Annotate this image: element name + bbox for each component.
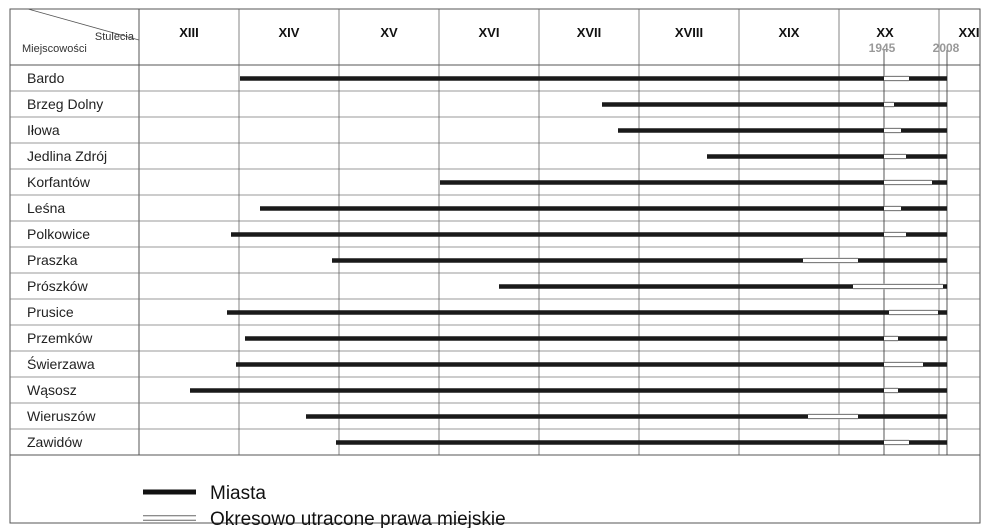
lost-rights-gap [884, 75, 909, 82]
city-label: Brzeg Dolny [27, 96, 103, 112]
lost-rights-gap [884, 387, 898, 394]
city-row: Bardo [27, 70, 947, 86]
century-label: XVII [577, 25, 602, 40]
marker-label-2008: 2008 [933, 41, 960, 55]
corner-label-localities: Miejscowości [22, 43, 87, 55]
city-row: Zawidów [27, 434, 947, 450]
city-row: Iłowa [27, 122, 947, 138]
city-row: Wieruszów [27, 408, 947, 424]
outer-frame [9, 8, 981, 524]
city-row: Świerzawa [27, 355, 947, 372]
city-row: Praszka [27, 252, 947, 268]
century-label: XVI [479, 25, 500, 40]
legend: Miasta Okresowo utracone prawa miejskie [143, 483, 506, 528]
city-label: Świerzawa [27, 355, 95, 372]
city-label: Iłowa [27, 122, 60, 138]
grid [9, 8, 981, 524]
corner-label-centuries: Stulecia [95, 31, 135, 43]
city-row: Prószków [27, 278, 947, 294]
lost-rights-gap [884, 335, 898, 342]
legend-item-solid: Miasta [143, 483, 266, 504]
lost-rights-gap [884, 153, 906, 160]
lost-rights-gap [884, 231, 906, 238]
city-row: Jedlina Zdrój [27, 148, 947, 164]
lost-rights-gap [884, 179, 932, 186]
century-label: XVIII [675, 25, 703, 40]
city-row: Wąsosz [27, 382, 947, 398]
header-row: Stulecia Miejscowości XIII XIV XV XVI XVII XVII… [22, 8, 980, 55]
city-label: Prószków [27, 278, 89, 294]
city-label: Przemków [27, 330, 93, 346]
century-label: XX [876, 25, 894, 40]
city-label: Polkowice [27, 226, 90, 242]
city-rows: Bardo Brzeg Dolny Iłowa Jedlina Zdrój Korfan… [27, 70, 947, 450]
century-label: XIII [179, 25, 199, 40]
legend-label: Okresowo utracone prawa miejskie [210, 509, 506, 528]
legend-label: Miasta [210, 483, 266, 504]
lost-rights-gap [884, 101, 894, 108]
lost-rights-gap [884, 205, 901, 212]
city-label: Prusice [27, 304, 74, 320]
lost-rights-gap [884, 361, 923, 368]
city-row: Leśna [27, 200, 947, 216]
century-label: XV [380, 25, 398, 40]
century-label: XIV [279, 25, 300, 40]
century-label: XXI [959, 25, 980, 40]
city-row: Korfantów [27, 174, 947, 190]
city-label: Bardo [27, 70, 65, 86]
city-label: Korfantów [27, 174, 91, 190]
city-label: Jedlina Zdrój [27, 148, 107, 164]
lost-rights-gap [808, 413, 858, 420]
city-label: Zawidów [27, 434, 83, 450]
legend-item-double: Okresowo utracone prawa miejskie [143, 509, 506, 528]
marker-label-1945: 1945 [869, 41, 896, 55]
city-label: Wąsosz [27, 382, 77, 398]
lost-rights-gap [884, 127, 901, 134]
corner-diagonal [27, 8, 140, 41]
city-row: Przemków [27, 330, 947, 346]
century-label: XIX [779, 25, 800, 40]
city-row: Prusice [27, 304, 947, 320]
lost-rights-gap [889, 309, 938, 316]
lost-rights-gap [853, 283, 943, 290]
lost-rights-gap [884, 439, 909, 446]
city-row: Polkowice [27, 226, 947, 242]
city-label: Praszka [27, 252, 78, 268]
city-label: Wieruszów [27, 408, 96, 424]
city-label: Leśna [27, 200, 65, 216]
lost-rights-gap [803, 257, 858, 264]
city-row: Brzeg Dolny [27, 96, 947, 112]
